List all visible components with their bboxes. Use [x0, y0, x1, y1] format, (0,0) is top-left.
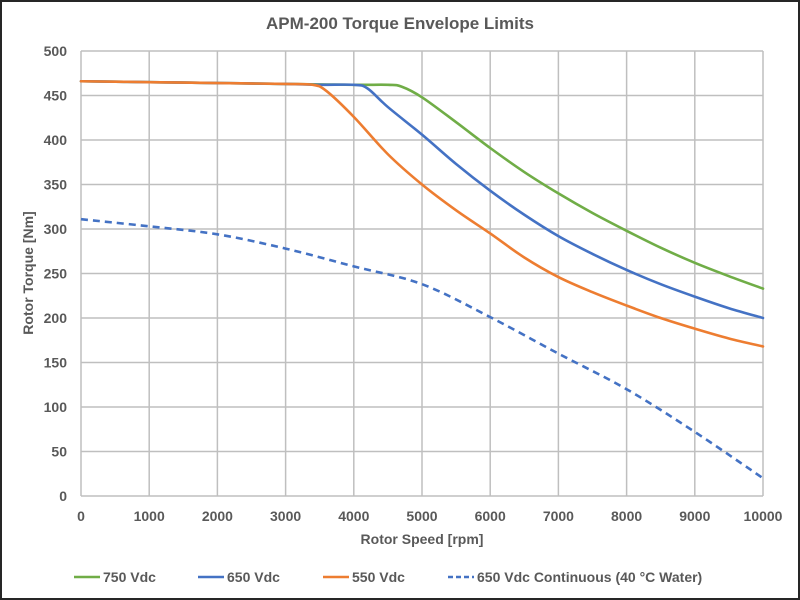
x-axis-label: Rotor Speed [rpm]	[361, 531, 484, 547]
x-tick-label: 0	[77, 508, 85, 524]
y-tick-label: 100	[44, 399, 68, 415]
series-group	[79, 79, 765, 480]
y-tick-label: 50	[51, 444, 67, 460]
x-tick-label: 2000	[202, 508, 233, 524]
y-tick-label: 400	[44, 132, 68, 148]
legend-label: 650 Vdc Continuous (40 °C Water)	[477, 569, 702, 585]
y-tick-label: 450	[44, 88, 68, 104]
y-tick-label: 150	[44, 355, 68, 371]
y-tick-label: 0	[59, 488, 67, 504]
series-line-550-vdc	[79, 79, 765, 348]
y-tick-label: 350	[44, 177, 68, 193]
y-axis-label: Rotor Torque [Nm]	[20, 211, 36, 334]
x-tick-label: 5000	[406, 508, 437, 524]
legend-label: 550 Vdc	[352, 569, 405, 585]
x-tick-label: 10000	[744, 508, 783, 524]
x-tick-label: 3000	[270, 508, 301, 524]
legend-item: 750 Vdc	[74, 569, 156, 585]
legend-label: 650 Vdc	[227, 569, 280, 585]
y-tick-label: 500	[44, 43, 68, 59]
legend-item: 650 Vdc Continuous (40 °C Water)	[448, 569, 702, 585]
x-tick-label: 9000	[679, 508, 710, 524]
x-tick-label: 7000	[543, 508, 574, 524]
grid-lines	[80, 50, 764, 497]
y-tick-labels: 0 50 100 150 200 250 300 350 400 450 500	[44, 43, 68, 504]
x-tick-label: 4000	[338, 508, 369, 524]
y-tick-label: 300	[44, 221, 68, 237]
x-tick-label: 6000	[475, 508, 506, 524]
x-tick-label: 1000	[134, 508, 165, 524]
x-tick-labels: 0 1000 2000 3000 4000 5000 6000 7000 8000 9000 100…	[77, 508, 783, 524]
legend-item: 550 Vdc	[323, 569, 405, 585]
chart-title: APM-200 Torque Envelope Limits	[266, 14, 534, 33]
y-tick-label: 200	[44, 310, 68, 326]
legend-item: 650 Vdc	[198, 569, 280, 585]
legend-label: 750 Vdc	[103, 569, 156, 585]
y-tick-label: 250	[44, 266, 68, 282]
legend: 750 Vdc 650 Vdc 550 Vdc 650 Vdc Continuous …	[74, 569, 702, 585]
x-tick-label: 8000	[611, 508, 642, 524]
